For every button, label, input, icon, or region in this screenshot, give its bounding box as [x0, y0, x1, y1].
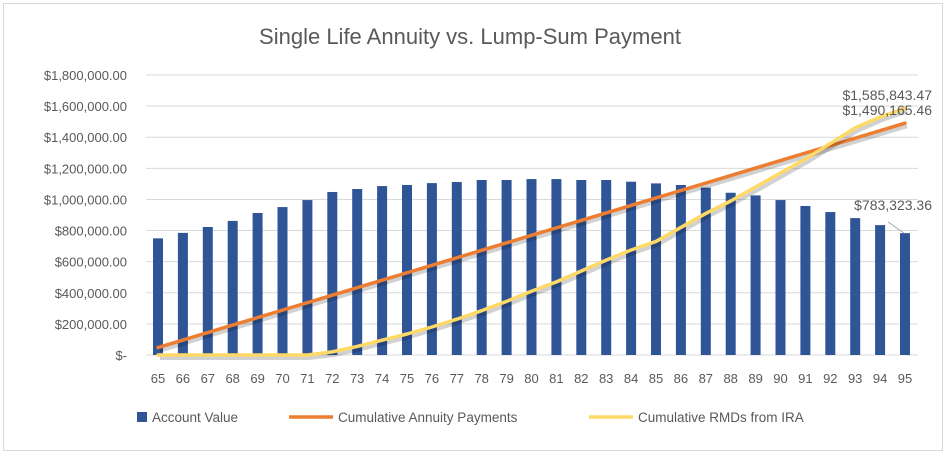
y-tick-label: $1,600,000.00 [44, 99, 127, 114]
legend-label: Account Value [152, 410, 238, 425]
bar-account-value [377, 186, 388, 355]
legend-swatch [137, 412, 147, 422]
bar-account-value [576, 180, 587, 355]
x-tick-label: 94 [873, 371, 887, 386]
legend-label: Cumulative Annuity Payments [338, 410, 518, 425]
x-tick-label: 74 [375, 371, 389, 386]
bar-account-value [900, 233, 910, 355]
x-tick-label: 72 [325, 371, 339, 386]
y-tick-label: $- [115, 348, 127, 363]
bar-account-value [426, 183, 437, 355]
bar-account-value [850, 218, 861, 355]
bar-account-value [626, 181, 637, 355]
y-tick-label: $600,000.00 [55, 255, 127, 270]
x-tick-label: 80 [524, 371, 538, 386]
line-cumulative-annuity-payments [156, 121, 907, 350]
bar-account-value [675, 184, 686, 355]
data-label-rmds: $1,585,843.47 [842, 87, 932, 103]
bar-account-value [725, 192, 736, 355]
bar-account-value [177, 232, 188, 355]
x-tick-label: 84 [624, 371, 638, 386]
bar-account-value [800, 205, 811, 355]
x-tick-label: 76 [425, 371, 439, 386]
x-tick-label: 70 [275, 371, 289, 386]
bar-account-value [825, 212, 836, 355]
bar-account-value [526, 179, 537, 355]
data-label-account-value: $783,323.36 [854, 197, 932, 213]
x-tick-label: 86 [674, 371, 688, 386]
bar-account-value [551, 179, 562, 355]
x-tick-label: 73 [350, 371, 364, 386]
y-tick-label: $1,400,000.00 [44, 130, 127, 145]
x-tick-label: 67 [201, 371, 215, 386]
line-shadow [159, 124, 908, 353]
bar-account-value [227, 220, 238, 355]
line-shadow [160, 109, 908, 360]
bar-account-value [277, 207, 288, 355]
bar-account-value [775, 200, 786, 355]
y-tick-label: $1,000,000.00 [44, 192, 127, 207]
bar-account-value [252, 212, 263, 355]
y-tick-label: $1,200,000.00 [44, 161, 127, 176]
x-tick-label: 81 [549, 371, 563, 386]
x-tick-label: 79 [499, 371, 513, 386]
x-tick-label: 77 [450, 371, 464, 386]
bar-account-value [501, 180, 512, 355]
x-tick-label: 85 [649, 371, 663, 386]
y-tick-label: $1,800,000.00 [44, 68, 127, 83]
y-tick-label: $400,000.00 [55, 286, 127, 301]
bar-account-value [352, 189, 363, 355]
x-tick-label: 69 [250, 371, 264, 386]
bar-account-value [476, 180, 487, 355]
x-tick-label: 88 [723, 371, 737, 386]
x-tick-label: 82 [574, 371, 588, 386]
x-tick-label: 66 [176, 371, 190, 386]
legend-label: Cumulative RMDs from IRA [638, 410, 804, 425]
x-tick-label: 89 [748, 371, 762, 386]
bar-account-value [451, 182, 462, 355]
bar-account-value [750, 195, 761, 355]
bar-account-value [601, 180, 612, 355]
bar-account-value [402, 184, 412, 355]
x-tick-label: 90 [773, 371, 787, 386]
bar-account-value [875, 225, 886, 355]
x-tick-label: 68 [225, 371, 239, 386]
y-tick-label: $800,000.00 [55, 224, 127, 239]
bar-account-value [302, 200, 313, 355]
x-tick-label: 83 [599, 371, 613, 386]
x-tick-label: 71 [300, 371, 314, 386]
x-tick-label: 87 [699, 371, 713, 386]
line-cumulative-rmds-from-ira [156, 106, 907, 357]
chart-title: Single Life Annuity vs. Lump-Sum Payment [259, 24, 681, 49]
x-tick-label: 75 [400, 371, 414, 386]
bar-account-value [700, 187, 711, 355]
x-tick-label: 78 [474, 371, 488, 386]
x-tick-label: 95 [898, 371, 912, 386]
x-tick-label: 91 [798, 371, 812, 386]
bar-account-value [327, 191, 338, 355]
bar-account-value [202, 226, 213, 355]
bar-account-value [651, 183, 661, 355]
leader-line [887, 221, 905, 234]
x-tick-label: 65 [151, 371, 165, 386]
chart-frame [3, 3, 943, 451]
data-label-annuity: $1,490,165.46 [842, 102, 932, 118]
bar-account-value [153, 238, 163, 355]
x-tick-label: 93 [848, 371, 862, 386]
x-tick-label: 92 [823, 371, 837, 386]
y-tick-label: $200,000.00 [55, 317, 127, 332]
